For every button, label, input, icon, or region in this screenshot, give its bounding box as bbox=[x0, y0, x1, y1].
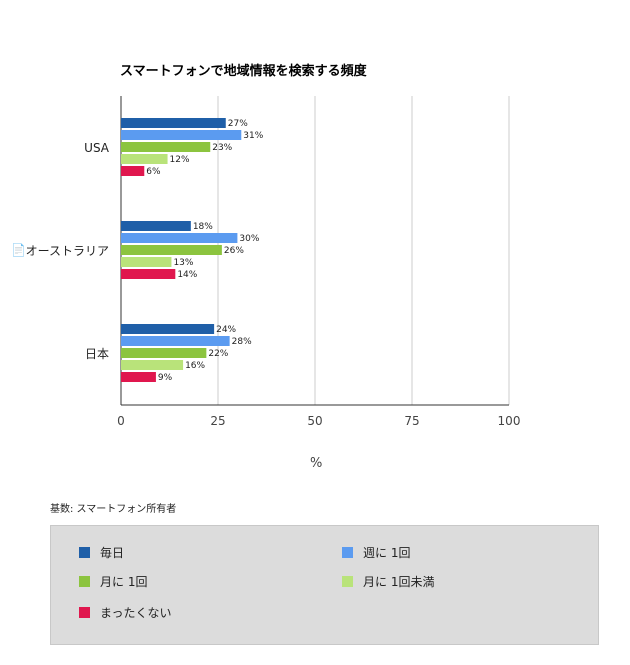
base-note: 基数: スマートフォン所有者 bbox=[50, 504, 177, 515]
bar bbox=[121, 142, 211, 152]
bar bbox=[121, 221, 191, 231]
bar bbox=[121, 245, 222, 255]
legend-swatch bbox=[79, 607, 90, 618]
bar bbox=[121, 336, 230, 346]
x-axis-label: % bbox=[310, 456, 323, 471]
data-label: 23% bbox=[212, 143, 232, 153]
bar bbox=[121, 269, 176, 279]
legend-item-never: まったくない bbox=[79, 604, 172, 621]
legend-label: 月に 1回未満 bbox=[363, 575, 435, 589]
legend: 毎日 週に 1回 月に 1回 月に 1回未満 まったくない bbox=[50, 525, 599, 645]
data-label: 24% bbox=[216, 325, 236, 335]
bar bbox=[121, 154, 168, 164]
data-label: 16% bbox=[185, 361, 205, 371]
bar bbox=[121, 233, 238, 243]
legend-swatch bbox=[79, 576, 90, 587]
x-tick-label: 25 bbox=[210, 414, 225, 428]
data-label: 6% bbox=[146, 167, 161, 177]
data-label: 18% bbox=[193, 222, 213, 232]
legend-item-weekly: 週に 1回 bbox=[342, 544, 410, 561]
legend-label: 毎日 bbox=[100, 546, 125, 560]
legend-swatch bbox=[342, 576, 353, 587]
category-label: オーストラリア bbox=[26, 244, 109, 258]
data-label: 14% bbox=[177, 270, 197, 280]
x-tick-label: 75 bbox=[404, 414, 419, 428]
legend-label: 月に 1回 bbox=[100, 575, 148, 589]
data-label: 27% bbox=[228, 119, 248, 129]
bar bbox=[121, 166, 145, 176]
bar bbox=[121, 130, 242, 140]
x-tick-label: 50 bbox=[307, 414, 322, 428]
data-label: 26% bbox=[224, 246, 244, 256]
bar bbox=[121, 324, 215, 334]
legend-swatch bbox=[79, 547, 90, 558]
data-label: 9% bbox=[158, 373, 173, 383]
document-icon: 📄 bbox=[11, 243, 26, 257]
legend-label: まったくない bbox=[100, 606, 172, 620]
bar bbox=[121, 348, 207, 358]
data-label: 31% bbox=[243, 131, 263, 141]
legend-item-less-than-monthly: 月に 1回未満 bbox=[342, 573, 434, 590]
data-label: 30% bbox=[239, 234, 259, 244]
legend-item-daily: 毎日 bbox=[79, 544, 124, 561]
data-label: 28% bbox=[232, 337, 252, 347]
data-label: 12% bbox=[170, 155, 190, 165]
bar bbox=[121, 372, 156, 382]
legend-label: 週に 1回 bbox=[363, 546, 411, 560]
chart-plot: 0 25 50 75 100 USA 27% 31% 23% 12% 6% オーストラリア 18% 30%… bbox=[26, 96, 521, 428]
bar bbox=[121, 257, 172, 267]
data-label: 22% bbox=[208, 349, 228, 359]
chart-title: スマートフォンで地域情報を検索する頻度 bbox=[120, 64, 367, 79]
category-label: USA bbox=[84, 141, 110, 155]
bar bbox=[121, 118, 226, 128]
data-label: 13% bbox=[173, 258, 193, 268]
x-tick-label: 0 bbox=[117, 414, 125, 428]
legend-swatch bbox=[342, 547, 353, 558]
legend-item-monthly: 月に 1回 bbox=[79, 573, 147, 590]
x-tick-label: 100 bbox=[498, 414, 521, 428]
bar bbox=[121, 360, 184, 370]
category-label: 日本 bbox=[85, 347, 109, 361]
